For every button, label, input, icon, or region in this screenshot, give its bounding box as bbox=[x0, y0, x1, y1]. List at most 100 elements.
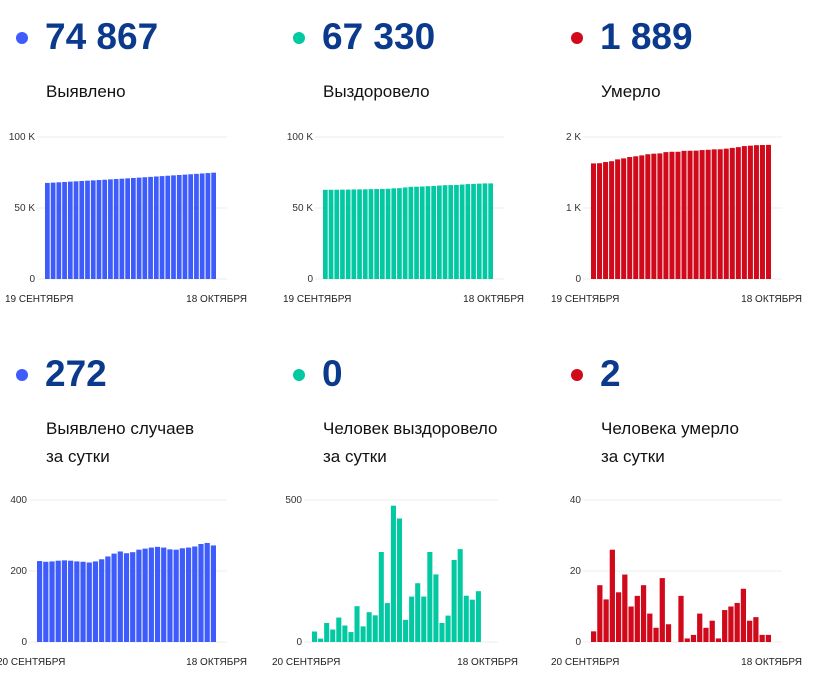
x-axis-label: 19 СЕНТЯБРЯ bbox=[551, 294, 619, 305]
bar bbox=[705, 149, 711, 279]
bar bbox=[194, 173, 199, 279]
stat-value: 67 330 bbox=[322, 16, 436, 57]
bar bbox=[111, 553, 117, 642]
bar bbox=[729, 147, 735, 279]
bar bbox=[37, 561, 43, 642]
bar bbox=[397, 188, 402, 279]
stat-value: 272 bbox=[45, 353, 107, 394]
bar bbox=[105, 556, 111, 642]
bar bbox=[431, 185, 436, 279]
bar bbox=[439, 622, 445, 642]
bar bbox=[336, 617, 342, 642]
bar bbox=[179, 548, 185, 642]
bar bbox=[154, 546, 161, 642]
bar bbox=[445, 615, 451, 642]
bar bbox=[659, 578, 665, 642]
bar bbox=[368, 189, 374, 279]
bar bbox=[142, 548, 148, 642]
bar bbox=[735, 147, 741, 279]
bar bbox=[92, 561, 99, 642]
y-tick-label: 50 K bbox=[14, 203, 35, 214]
bar bbox=[312, 631, 318, 642]
chart-recovered-daily: 0 500 20 СЕНТЯБРЯ 18 ОКТЯБРЯ bbox=[272, 495, 518, 668]
bar bbox=[176, 174, 182, 279]
legend-dot-icon bbox=[293, 32, 305, 44]
bar bbox=[385, 188, 391, 279]
bar bbox=[136, 177, 142, 279]
bar bbox=[476, 183, 482, 279]
bar bbox=[324, 622, 330, 642]
bar bbox=[622, 574, 628, 642]
bar bbox=[61, 560, 68, 642]
bar bbox=[360, 626, 366, 642]
bar bbox=[425, 186, 431, 279]
bar bbox=[591, 163, 597, 279]
bar bbox=[357, 189, 362, 279]
bar bbox=[374, 189, 379, 279]
y-tick-label: 40 bbox=[570, 495, 582, 506]
y-tick-label: 20 bbox=[570, 566, 582, 577]
y-tick-label: 200 bbox=[10, 566, 27, 577]
bar bbox=[117, 551, 123, 642]
bar bbox=[645, 154, 651, 279]
y-tick-label: 0 bbox=[21, 637, 27, 648]
bar bbox=[211, 172, 216, 279]
bar bbox=[603, 599, 609, 642]
bar bbox=[161, 547, 167, 642]
bar bbox=[711, 149, 717, 279]
x-axis-label: 18 ОКТЯБРЯ bbox=[186, 294, 247, 305]
bar bbox=[108, 179, 113, 279]
bar bbox=[419, 186, 425, 279]
bar bbox=[669, 151, 675, 279]
bar bbox=[50, 182, 56, 279]
bar bbox=[86, 562, 92, 642]
bar bbox=[68, 560, 74, 642]
bar bbox=[153, 176, 159, 279]
y-tick-label: 100 K bbox=[287, 132, 313, 143]
bar bbox=[451, 559, 457, 642]
y-tick-label: 0 bbox=[575, 274, 581, 285]
bar bbox=[591, 631, 597, 642]
bar bbox=[85, 180, 90, 279]
x-axis-label: 18 ОКТЯБРЯ bbox=[186, 657, 247, 668]
bar bbox=[348, 632, 354, 642]
bar bbox=[747, 145, 753, 279]
x-axis-label: 20 СЕНТЯБРЯ bbox=[272, 657, 340, 668]
bar bbox=[463, 595, 469, 642]
bar bbox=[469, 599, 475, 642]
bar bbox=[609, 161, 615, 279]
bar bbox=[73, 181, 79, 279]
bar bbox=[621, 158, 627, 279]
bar bbox=[442, 185, 448, 279]
bar bbox=[210, 545, 216, 642]
bar bbox=[119, 178, 125, 279]
stat-label: Выявлено bbox=[46, 82, 126, 101]
bar bbox=[390, 505, 396, 642]
bar bbox=[384, 603, 390, 642]
bar bbox=[55, 560, 61, 642]
bar bbox=[634, 595, 640, 642]
bar bbox=[703, 627, 709, 642]
bar bbox=[131, 177, 136, 279]
bar bbox=[615, 159, 621, 279]
bar bbox=[747, 620, 753, 642]
x-axis-label: 19 СЕНТЯБРЯ bbox=[5, 294, 73, 305]
x-axis-label: 20 СЕНТЯБРЯ bbox=[551, 657, 619, 668]
bar bbox=[328, 189, 334, 279]
stat-value: 74 867 bbox=[45, 16, 159, 57]
bar bbox=[693, 150, 699, 279]
stat-label: Выздоровело bbox=[323, 82, 430, 101]
bar bbox=[366, 612, 372, 642]
bar bbox=[454, 184, 459, 279]
bar bbox=[142, 177, 148, 279]
bar bbox=[165, 175, 171, 279]
bar bbox=[173, 549, 179, 642]
bar bbox=[205, 173, 211, 279]
chart-recovered: 0 50 K 100 K 19 СЕНТЯБРЯ 18 ОКТЯБРЯ bbox=[283, 132, 524, 305]
stat-label: Выявлено случаев за сутки bbox=[46, 419, 195, 466]
bar bbox=[340, 189, 345, 279]
bar bbox=[651, 153, 657, 279]
bar bbox=[640, 585, 647, 642]
y-tick-label: 500 bbox=[285, 495, 302, 506]
bar bbox=[378, 551, 384, 642]
